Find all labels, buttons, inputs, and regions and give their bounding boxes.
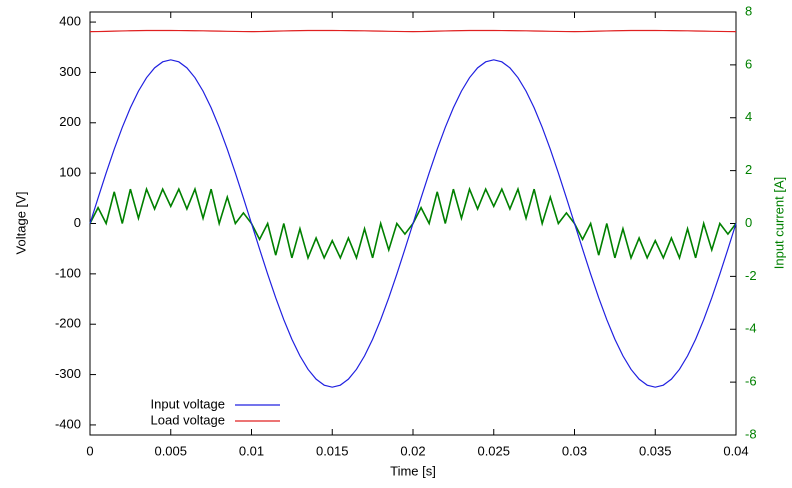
- y2-tick-label: 0: [745, 215, 752, 230]
- y2-tick-label: -8: [745, 426, 757, 441]
- x-tick-label: 0.01: [239, 443, 264, 458]
- y-tick-label: 0: [74, 215, 81, 230]
- y2-tick-label: -4: [745, 321, 757, 336]
- y2-tick-label: 6: [745, 56, 752, 71]
- y2-axis-label: Input current [A]: [771, 177, 786, 270]
- y-axis-label: Voltage [V]: [13, 192, 28, 255]
- y-tick-label: 100: [59, 165, 81, 180]
- x-tick-label: 0.005: [154, 443, 187, 458]
- y2-tick-label: 8: [745, 3, 752, 18]
- y-tick-label: 400: [59, 14, 81, 29]
- x-tick-label: 0.04: [723, 443, 748, 458]
- legend-label: Load voltage: [151, 412, 225, 427]
- y-tick-label: 200: [59, 114, 81, 129]
- y2-tick-label: 4: [745, 109, 752, 124]
- x-tick-label: 0.015: [316, 443, 349, 458]
- x-tick-label: 0.025: [477, 443, 510, 458]
- x-tick-label: 0: [86, 443, 93, 458]
- x-tick-label: 0.02: [400, 443, 425, 458]
- y-tick-label: -200: [55, 316, 81, 331]
- x-axis-label: Time [s]: [390, 463, 436, 478]
- y2-tick-label: 2: [745, 162, 752, 177]
- y-tick-label: 300: [59, 64, 81, 79]
- x-tick-label: 0.03: [562, 443, 587, 458]
- series-line: [89, 59, 737, 388]
- y2-tick-label: -6: [745, 374, 757, 389]
- y-tick-label: -400: [55, 416, 81, 431]
- y2-tick-label: -2: [745, 268, 757, 283]
- y-tick-label: -300: [55, 366, 81, 381]
- x-tick-label: 0.035: [639, 443, 672, 458]
- y-tick-label: -100: [55, 265, 81, 280]
- series-line: [89, 29, 737, 33]
- legend-label: Input voltage: [151, 396, 225, 411]
